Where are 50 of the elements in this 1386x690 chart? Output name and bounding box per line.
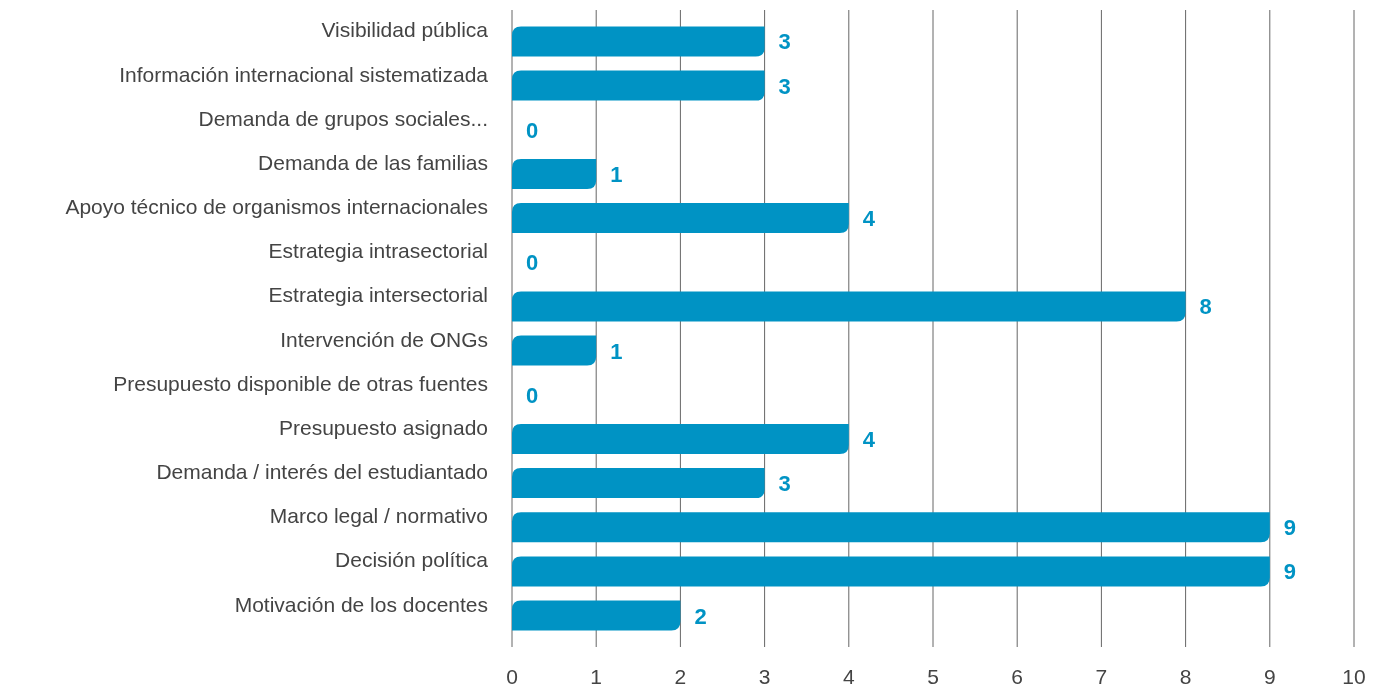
x-tick-label: 5: [927, 665, 939, 688]
x-tick-label: 8: [1179, 665, 1192, 688]
x-tick-label: 0: [506, 665, 518, 688]
y-tick-label: Presupuesto disponible de otras fuentes: [113, 371, 488, 395]
bar: [512, 70, 765, 101]
data-label: 2: [694, 603, 707, 629]
data-label: 8: [1199, 294, 1212, 320]
data-label: 3: [778, 29, 791, 55]
bar: [512, 600, 681, 631]
y-tick-label: Presupuesto asignado: [279, 415, 488, 439]
bar: [512, 512, 1270, 543]
y-tick-label: Estrategia intrasectorial: [268, 239, 488, 263]
y-tick-label: Intervención de ONGs: [280, 327, 488, 351]
bar: [512, 291, 1186, 322]
y-tick-label: Información internacional sistematizada: [119, 62, 489, 86]
y-tick-label: Demanda de las familias: [258, 150, 488, 174]
data-label: 0: [526, 250, 539, 276]
x-tick-label: 3: [758, 665, 771, 688]
y-tick-label: Decisión política: [335, 548, 489, 572]
data-label: 1: [610, 338, 623, 364]
data-label: 1: [610, 161, 623, 187]
x-tick-label: 6: [1011, 665, 1024, 688]
data-label: 0: [526, 382, 539, 408]
bar: [512, 335, 597, 366]
data-label: 9: [1283, 515, 1297, 541]
bar: [512, 26, 765, 57]
y-tick-label: Estrategia intersectorial: [268, 283, 488, 307]
y-tick-label: Visibilidad pública: [321, 18, 489, 42]
x-tick-label: 2: [674, 665, 687, 688]
y-tick-label: Demanda de grupos sociales...: [198, 106, 488, 130]
bar: [512, 203, 849, 234]
x-tick-label: 1: [590, 665, 603, 688]
data-label: 3: [778, 471, 791, 497]
y-tick-label: Motivación de los docentes: [234, 592, 488, 616]
x-tick-label: 9: [1263, 665, 1276, 688]
y-tick-label: Demanda / interés del estudiantado: [156, 460, 488, 484]
x-tick-label: 7: [1095, 665, 1108, 688]
x-tick-label: 10: [1342, 665, 1366, 688]
bar: [512, 423, 849, 454]
data-label: 4: [862, 426, 876, 452]
y-tick-label: Marco legal / normativo: [269, 504, 488, 528]
data-label: 4: [862, 206, 876, 232]
bar: [512, 468, 765, 499]
data-label: 9: [1283, 559, 1297, 585]
bar: [512, 158, 597, 189]
data-label: 3: [778, 73, 791, 99]
data-label: 0: [526, 117, 539, 143]
bar: [512, 556, 1270, 587]
x-tick-label: 4: [842, 665, 855, 688]
y-tick-label: Apoyo técnico de organismos internacionales: [65, 195, 488, 219]
